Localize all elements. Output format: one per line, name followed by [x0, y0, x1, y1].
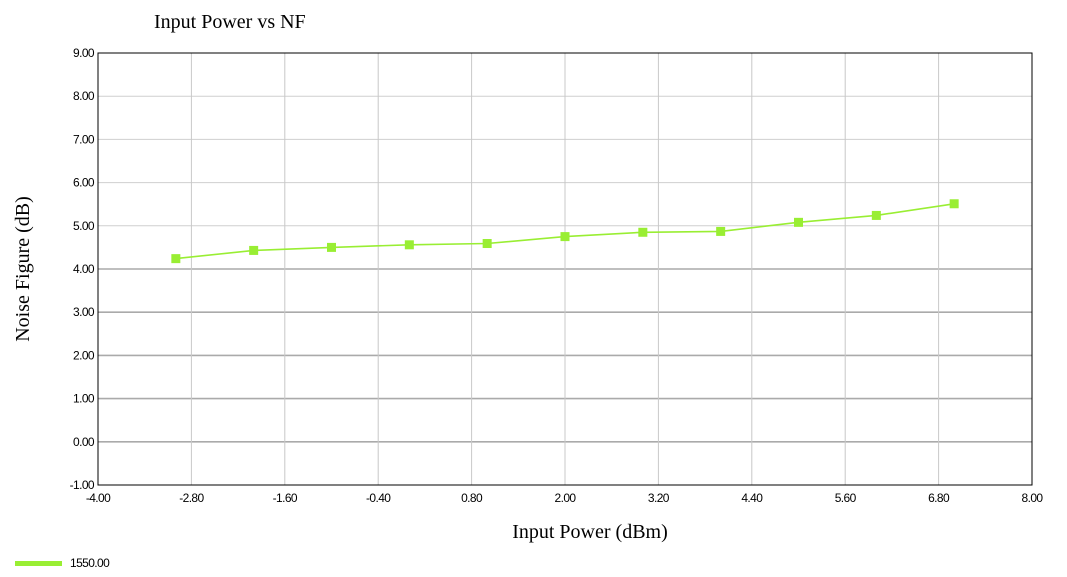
x-tick-label: 8.00	[1022, 491, 1044, 505]
data-point-marker	[482, 239, 492, 249]
data-point-marker	[404, 240, 414, 250]
y-tick-label: 3.00	[73, 305, 95, 319]
plot-area-frame	[97, 52, 1033, 486]
x-tick-label: -2.80	[179, 491, 204, 505]
y-tick-label: 8.00	[73, 89, 95, 103]
x-axis-ticks: -4.00 -2.80 -1.60 -0.40 0.80 2.00 3.20 4.40 5.60…	[86, 491, 1044, 505]
x-tick-label: 5.60	[835, 491, 857, 505]
x-tick-label: -4.00	[86, 491, 111, 505]
data-point-marker	[871, 210, 881, 220]
data-point-marker	[249, 245, 259, 255]
y-tick-label: 5.00	[73, 219, 95, 233]
y-tick-label: 6.00	[73, 176, 95, 190]
series-group	[171, 199, 959, 264]
legend-label: 1550.00	[70, 556, 110, 570]
y-tick-label: 0.00	[73, 435, 95, 449]
data-point-marker	[638, 227, 648, 237]
legend: 1550.00	[15, 556, 111, 570]
data-point-marker	[949, 199, 959, 209]
x-tick-label: 3.20	[648, 491, 670, 505]
y-axis-ticks: 9.00 8.00 7.00 6.00 5.00 4.00 3.00 2.00 1.00 0.00…	[70, 46, 96, 492]
grid	[98, 53, 1032, 485]
y-tick-label: -1.00	[70, 478, 95, 492]
data-point-marker	[327, 242, 336, 252]
y-axis-label: Noise Figure (dB)	[12, 196, 34, 342]
x-tick-label: 2.00	[555, 491, 577, 505]
y-tick-label: 4.00	[73, 262, 95, 276]
chart-title: Input Power vs NF	[154, 11, 306, 33]
y-tick-label: 7.00	[73, 132, 95, 146]
y-tick-label: 9.00	[73, 46, 95, 60]
x-tick-label: 0.80	[461, 491, 483, 505]
data-point-marker	[794, 217, 803, 227]
data-point-marker	[171, 254, 181, 264]
x-tick-label: 6.80	[928, 491, 950, 505]
y-tick-label: 2.00	[73, 348, 95, 362]
y-tick-label: 1.00	[73, 392, 95, 406]
data-point-marker	[716, 226, 726, 236]
x-axis-label: Input Power (dBm)	[512, 521, 668, 543]
legend-swatch	[15, 561, 62, 566]
x-tick-label: 4.40	[741, 491, 763, 505]
x-tick-label: -0.40	[366, 491, 391, 505]
x-tick-label: -1.60	[273, 491, 298, 505]
data-point-marker	[560, 232, 570, 242]
